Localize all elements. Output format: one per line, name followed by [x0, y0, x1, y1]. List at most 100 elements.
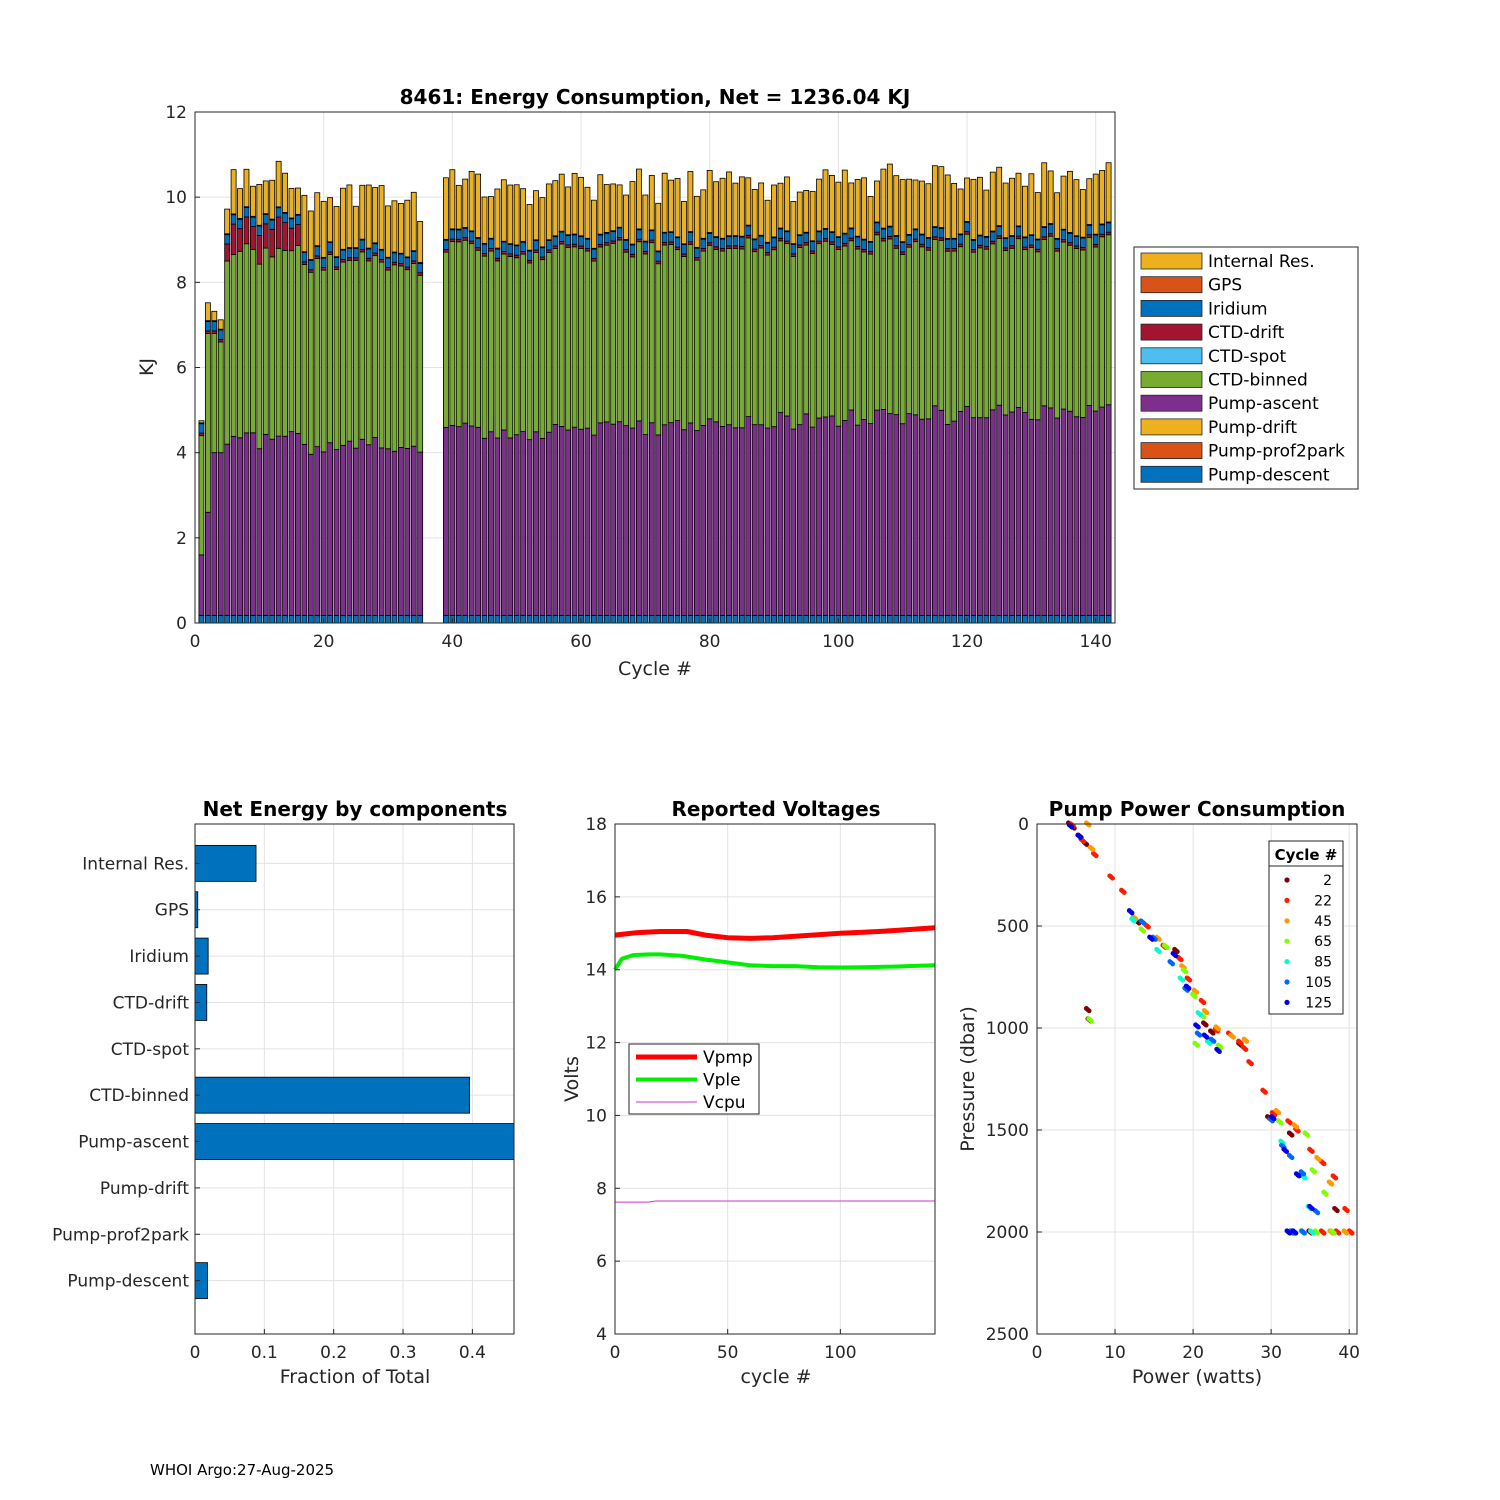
bar-segment-iridium — [1022, 237, 1028, 248]
bar-segment-iridium — [526, 250, 533, 261]
bar-segment-iridium — [520, 241, 527, 252]
bar-segment-iridium — [880, 228, 887, 239]
bar-segment-pump-descent — [751, 614, 758, 624]
bar-segment-internal-res — [327, 197, 334, 243]
bar-segment-pump-ascent — [623, 425, 629, 616]
bar-segment-ctd-binned — [912, 241, 919, 416]
voltages-line-vcpu — [615, 1200, 935, 1203]
pump-xtick-label: 40 — [1338, 1343, 1360, 1363]
bar-segment-pump-descent — [558, 614, 565, 624]
bar-segment-iridium — [970, 239, 977, 251]
bar-segment-pump-descent — [713, 614, 720, 624]
bar-segment-iridium — [726, 236, 732, 247]
bar-segment-iridium — [1034, 239, 1041, 250]
bar-segment-iridium — [513, 245, 520, 256]
bar-segment-iridium — [237, 218, 243, 230]
bar-segment-pump-descent — [693, 614, 700, 624]
pump-point-cycle-125 — [1204, 1034, 1210, 1040]
bar-segment-pump-descent — [372, 614, 379, 624]
bar-segment-pump-descent — [1015, 614, 1022, 624]
voltages-ytick-label: 12 — [585, 1034, 607, 1054]
bar-segment-pump-ascent — [262, 433, 269, 616]
bar-segment-internal-res — [738, 176, 745, 237]
bar-segment-pump-descent — [1079, 614, 1086, 624]
bar-segment-pump-descent — [262, 614, 269, 624]
bar-segment-pump-ascent — [642, 434, 649, 616]
bar-segment-pump-descent — [880, 614, 887, 624]
components-axes-box — [194, 823, 515, 1335]
bar-segment-pump-ascent — [1060, 408, 1067, 616]
bar-segment-pump-descent — [874, 614, 880, 624]
bar-segment-pump-descent — [648, 614, 655, 624]
pump-point-cycle-2 — [1084, 842, 1090, 847]
pump-point-cycle-22 — [1093, 853, 1099, 859]
bar-segment-ctd-binned — [938, 239, 945, 411]
bar-segment-ctd-binned — [385, 269, 391, 450]
bar-segment-internal-res — [314, 192, 321, 247]
bar-segment-ctd-binned — [751, 251, 758, 426]
bar-segment-pump-ascent — [578, 428, 584, 616]
bar-segment-iridium — [545, 240, 552, 251]
bar-segment-ctd-binned — [230, 254, 237, 437]
bar-segment-pump-ascent — [204, 511, 211, 616]
pump-point-cycle-125 — [1173, 953, 1179, 959]
energy-ytick-label: 10 — [165, 188, 187, 208]
bar-segment-internal-res — [1105, 162, 1112, 223]
components-xtick-label: 0.1 — [251, 1343, 278, 1363]
pump-point-cycle-65 — [1324, 1192, 1329, 1197]
bar-segment-ctd-binned — [217, 341, 224, 454]
bar-segment-iridium — [449, 229, 456, 240]
pump-point-cycle-105 — [1211, 1039, 1217, 1044]
bar-segment-iridium — [584, 238, 591, 249]
bar-segment-pump-ascent — [410, 445, 417, 616]
bar-segment-pump-descent — [346, 614, 353, 624]
bar-segment-internal-res — [912, 179, 919, 230]
pump-point-cycle-2 — [1086, 1008, 1092, 1014]
bar-segment-pump-ascent — [848, 409, 855, 616]
bar-segment-iridium — [816, 231, 822, 242]
bar-segment-iridium — [1067, 232, 1073, 244]
bar-segment-internal-res — [552, 180, 559, 237]
bar-segment-ctd-binned — [796, 247, 803, 426]
bar-segment-iridium — [1047, 223, 1054, 235]
bar-segment-pump-descent — [970, 614, 977, 624]
bar-segment-pump-ascent — [1073, 416, 1080, 616]
bar-segment-iridium — [558, 231, 565, 242]
bar-segment-ctd-binned — [764, 254, 771, 429]
bar-segment-iridium — [655, 251, 662, 262]
pump-point-cycle-105 — [1197, 1032, 1203, 1038]
bar-segment-pump-ascent — [513, 434, 520, 616]
bar-segment-internal-res — [996, 166, 1003, 227]
bar-segment-pump-ascent — [526, 439, 533, 616]
bar-segment-ctd-binned — [526, 262, 533, 441]
bar-segment-internal-res — [957, 188, 964, 235]
bar-segment-ctd-binned — [442, 251, 449, 428]
energy-legend-swatch — [1140, 276, 1203, 294]
pump-point-cycle-22 — [1333, 1175, 1339, 1181]
bar-segment-iridium — [552, 236, 559, 247]
bar-segment-pump-descent — [288, 614, 295, 624]
bar-segment-pump-descent — [1099, 614, 1106, 624]
pump-point-cycle-85 — [1310, 1230, 1316, 1236]
bar-segment-ctd-binned — [468, 243, 475, 427]
bar-segment-iridium — [642, 241, 649, 252]
pump-legend-label: 85 — [1314, 955, 1332, 971]
bar-segment-internal-res — [545, 183, 552, 241]
bar-segment-ctd-binned — [629, 256, 636, 429]
bar-segment-pump-descent — [636, 614, 642, 624]
bar-segment-internal-res — [777, 182, 784, 229]
bar-segment-iridium — [346, 247, 353, 259]
bar-segment-internal-res — [243, 168, 250, 208]
bar-segment-ctd-binned — [636, 241, 642, 422]
bar-segment-internal-res — [610, 183, 617, 232]
voltages-ytick-label: 6 — [596, 1252, 607, 1272]
bar-segment-internal-res — [1060, 175, 1067, 230]
bar-segment-pump-ascent — [217, 452, 224, 616]
components-category-label: Internal Res. — [82, 854, 189, 874]
bar-segment-ctd-binned — [417, 274, 424, 453]
pump-point-cycle-45 — [1216, 1026, 1222, 1032]
bar-segment-pump-ascent — [1067, 410, 1073, 616]
energy-legend: Internal Res. GPS Iridium CTD-drift CTD-spot… — [1133, 246, 1359, 490]
energy-legend-label: CTD-drift — [1208, 323, 1285, 343]
